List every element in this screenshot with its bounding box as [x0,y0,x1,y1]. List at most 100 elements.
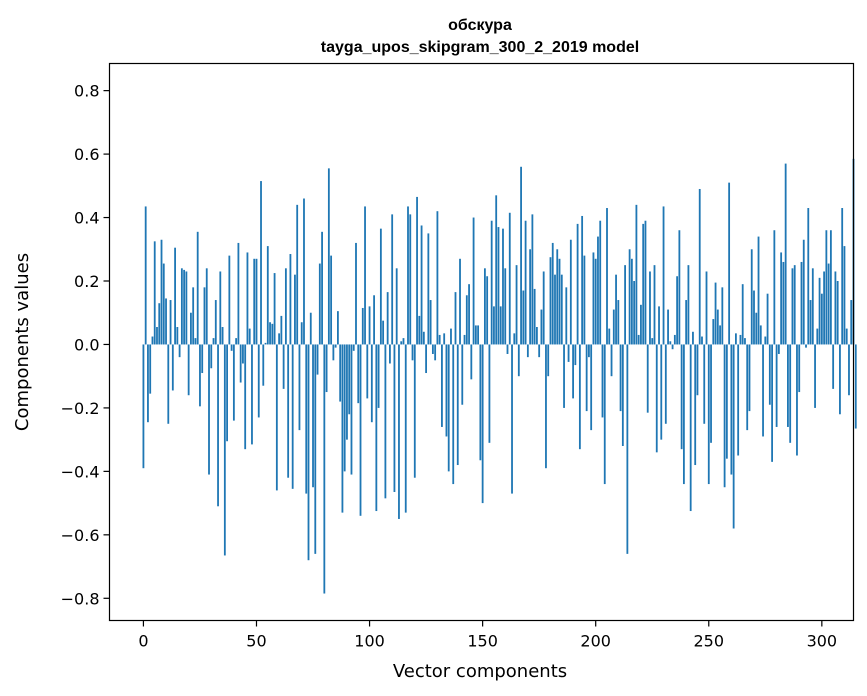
bar-228 [658,306,660,345]
bar-34 [219,271,222,345]
bar-145 [470,344,473,380]
bar-195 [583,255,586,345]
bar-305 [832,344,835,389]
bar-230 [662,206,665,345]
bar-44 [242,344,244,364]
bar-268 [748,344,751,412]
bar-103 [375,344,378,512]
bar-74 [309,312,312,345]
bar-50 [255,258,258,345]
bar-215 [628,249,631,345]
bar-190 [572,344,574,399]
bar-304 [829,230,832,345]
bar-280 [775,344,778,427]
bar-236 [676,276,679,345]
bar-272 [757,236,760,345]
bar-60 [278,333,281,345]
bar-100 [368,306,371,345]
bar-12 [169,300,172,345]
bar-247 [701,336,703,345]
bar-189 [569,239,572,345]
bar-310 [843,246,846,345]
bar-208 [612,309,615,345]
bar-96 [359,344,362,516]
bar-165 [515,265,518,345]
bar-33 [217,344,219,507]
bar-86 [337,311,339,345]
bar-9 [162,263,165,345]
bar-158 [499,306,502,345]
bar-164 [513,333,516,345]
x-tick-label: 100 [354,632,385,651]
bar-29 [208,344,210,475]
x-tick-label: 250 [693,632,724,651]
bar-48 [251,344,253,445]
bar-166 [517,344,520,377]
bar-292 [802,239,805,345]
bar-160 [504,268,507,345]
bar-138 [454,292,457,345]
bar-254 [716,309,719,345]
bar-102 [373,295,375,345]
bar-248 [703,344,706,424]
bar-46 [246,252,249,345]
bar-126 [427,233,430,345]
bar-97 [361,307,364,345]
bar-295 [809,300,812,345]
bar-153 [488,344,491,443]
bar-92 [350,344,353,475]
bar-211 [619,344,622,412]
bar-82 [327,168,330,345]
bar-41 [235,338,238,345]
bar-141 [461,344,464,405]
bar-22 [192,287,195,345]
bar-306 [834,271,837,345]
bar-38 [228,255,231,345]
bar-235 [673,334,676,345]
bar-294 [807,208,810,345]
bar-66 [291,344,294,489]
bar-253 [714,282,717,345]
bar-73 [307,344,310,561]
bar-315 [854,344,857,429]
bar-232 [667,309,669,345]
bar-128 [431,344,434,354]
bar-134 [445,344,448,437]
y-tick-label: 0.6 [74,145,99,164]
bar-116 [404,344,407,513]
bar-180 [549,257,552,345]
bar-47 [248,328,251,345]
y-tick-label: 0.8 [74,82,99,101]
y-tick-label: 0.2 [74,272,99,291]
bar-222 [644,220,647,345]
bar-188 [567,344,570,362]
bar-98 [364,206,366,345]
x-axis: 0 50 100 150 200 250 300 [138,620,837,651]
bar-179 [547,344,550,377]
bar-107 [384,344,387,499]
bar-298 [816,328,819,345]
bar-30 [210,344,213,369]
bar-108 [386,292,389,345]
bar-40 [232,344,235,421]
bar-52 [260,181,262,345]
bar-194 [581,215,584,345]
bar-182 [554,274,556,345]
bar-61 [280,315,283,345]
bar-200 [594,258,597,345]
bar-187 [565,287,568,345]
bar-209 [615,274,617,345]
bar-178 [545,344,547,469]
bar-216 [630,258,633,345]
bar-223 [646,344,649,413]
bar-277 [768,344,771,405]
bar-155 [493,306,495,345]
x-tick-label: 200 [580,632,611,651]
bar-301 [823,271,826,345]
bar-90 [346,344,348,440]
bar-133 [443,333,446,345]
bar-170 [526,344,529,358]
bar-288 [793,265,796,345]
bar-198 [590,344,593,431]
